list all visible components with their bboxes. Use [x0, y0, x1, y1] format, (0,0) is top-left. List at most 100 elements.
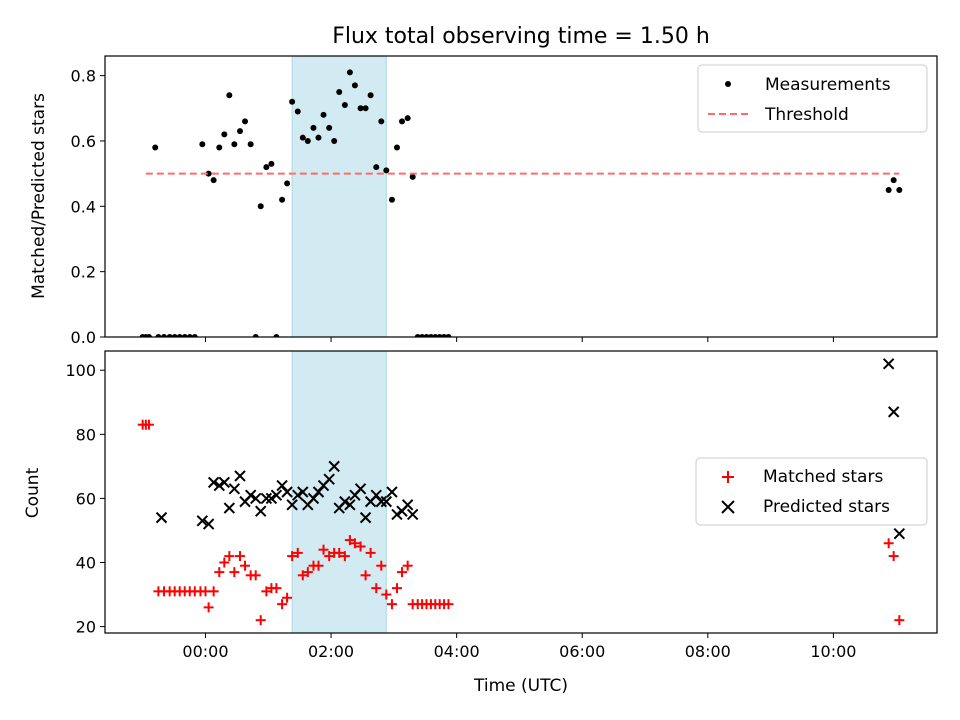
measurement-point	[257, 203, 264, 210]
measurement-point	[171, 334, 178, 337]
measurement-point	[378, 118, 385, 125]
x-tick-label: 00:00	[182, 642, 228, 661]
y-axis-label-top: Matched/Predicted stars	[29, 93, 49, 299]
x-tick-label: 02:00	[308, 642, 354, 661]
measurement-point	[373, 164, 380, 171]
legend-marker-predicted	[721, 500, 735, 514]
matched-star-point	[214, 567, 225, 578]
panel-ratio: 0.0 0.2 0.4 0.6 0.8 Measurements Threshold	[71, 55, 938, 347]
predicted-star-point	[202, 518, 215, 530]
measurement-point	[279, 196, 286, 203]
measurement-point	[399, 118, 406, 125]
y-tick-label: 0.2	[71, 263, 96, 282]
matched-star-point	[287, 551, 298, 562]
x-b	[244, 489, 257, 501]
matched-star-point	[271, 583, 282, 594]
matched-star-point	[261, 586, 272, 597]
predicted-star-point	[391, 508, 403, 521]
measurement-point	[346, 69, 353, 76]
x-b	[276, 479, 288, 492]
matched-star-point	[297, 570, 308, 581]
measurement-point	[351, 82, 358, 89]
x-b	[255, 505, 267, 517]
legend-marker-matched	[722, 471, 734, 483]
matched-star-point	[397, 567, 408, 578]
matched-star-point	[365, 547, 376, 558]
legend-label-matched: Matched stars	[763, 467, 883, 487]
x-axis-label: Time (UTC)	[473, 676, 568, 696]
shaded-region	[291, 350, 387, 634]
measurement-point	[367, 92, 374, 99]
plot-area	[139, 69, 903, 337]
measurement-point	[263, 164, 270, 171]
predicted-star-point	[339, 495, 351, 508]
predicted-star-point	[213, 479, 225, 492]
x-b	[286, 499, 298, 511]
measurement-point	[273, 334, 280, 337]
x-b	[339, 495, 351, 508]
predicted-star-point	[375, 495, 387, 508]
matched-star-point	[386, 599, 397, 610]
measurement-point	[409, 173, 416, 180]
matched-star-point	[344, 535, 355, 546]
predicted-star-point	[281, 486, 293, 498]
measurement-point	[181, 334, 188, 337]
x-b	[270, 489, 283, 501]
shaded-region	[291, 55, 387, 338]
measurement-point	[161, 334, 168, 337]
predicted-star-point	[228, 483, 241, 495]
matched-star-point	[894, 615, 905, 626]
predicted-star-point	[292, 489, 304, 501]
legend-box	[695, 457, 928, 526]
legend-label-threshold: Threshold	[764, 105, 849, 125]
matched-star-point	[240, 560, 251, 571]
matched-star-point	[443, 599, 454, 610]
plot-area	[137, 358, 906, 626]
y-axis-label-bottom: Count	[23, 467, 43, 518]
matched-star-point	[318, 544, 329, 555]
x-b	[887, 406, 900, 418]
legend-bottom: Matched stars Predicted stars	[695, 457, 928, 526]
chart-title: Flux total observing time = 1.50 h	[332, 24, 710, 49]
measurement-point	[315, 134, 322, 141]
predicted-star-point	[323, 473, 335, 485]
measurement-point	[242, 118, 249, 125]
matched-star-point	[888, 551, 899, 562]
predicted-star-point	[406, 508, 419, 521]
legend-box	[697, 64, 928, 133]
predicted-star-point	[207, 476, 220, 489]
matched-star-point	[282, 592, 293, 603]
legend-label-measurements: Measurements	[765, 75, 891, 95]
measurement-point	[357, 105, 364, 112]
matched-star-point	[235, 551, 246, 562]
measurement-point	[221, 131, 228, 138]
legend-top: Measurements Threshold	[697, 64, 928, 133]
x-b	[328, 460, 340, 473]
matched-star-point	[277, 599, 288, 610]
predicted-star-point	[249, 492, 262, 505]
x-b	[370, 489, 382, 501]
x-b	[401, 499, 414, 511]
measurement-point	[152, 144, 159, 151]
predicted-star-point	[893, 527, 906, 540]
predicted-star-point	[401, 499, 414, 511]
x-b	[155, 511, 168, 524]
matched-star-point	[250, 570, 261, 581]
predicted-star-point	[196, 515, 209, 527]
panel-counts: 20 40 60 80 100 Matched stars Predicted stars	[65, 350, 938, 638]
measurement-point	[320, 111, 327, 118]
predicted-star-point	[328, 460, 340, 473]
predicted-star-point	[882, 358, 895, 370]
measurement-point	[231, 141, 238, 148]
predicted-star-point	[286, 499, 298, 511]
measurement-point	[155, 334, 162, 337]
matched-star-point	[208, 586, 219, 597]
x-b	[260, 492, 273, 505]
y-tick-label: 0.6	[71, 132, 96, 151]
measurement-point	[191, 334, 198, 337]
x-b	[234, 470, 246, 482]
axes-frame	[104, 55, 938, 338]
matched-star-point	[376, 560, 387, 571]
predicted-star-point	[244, 489, 257, 501]
predicted-star-point	[255, 505, 267, 517]
